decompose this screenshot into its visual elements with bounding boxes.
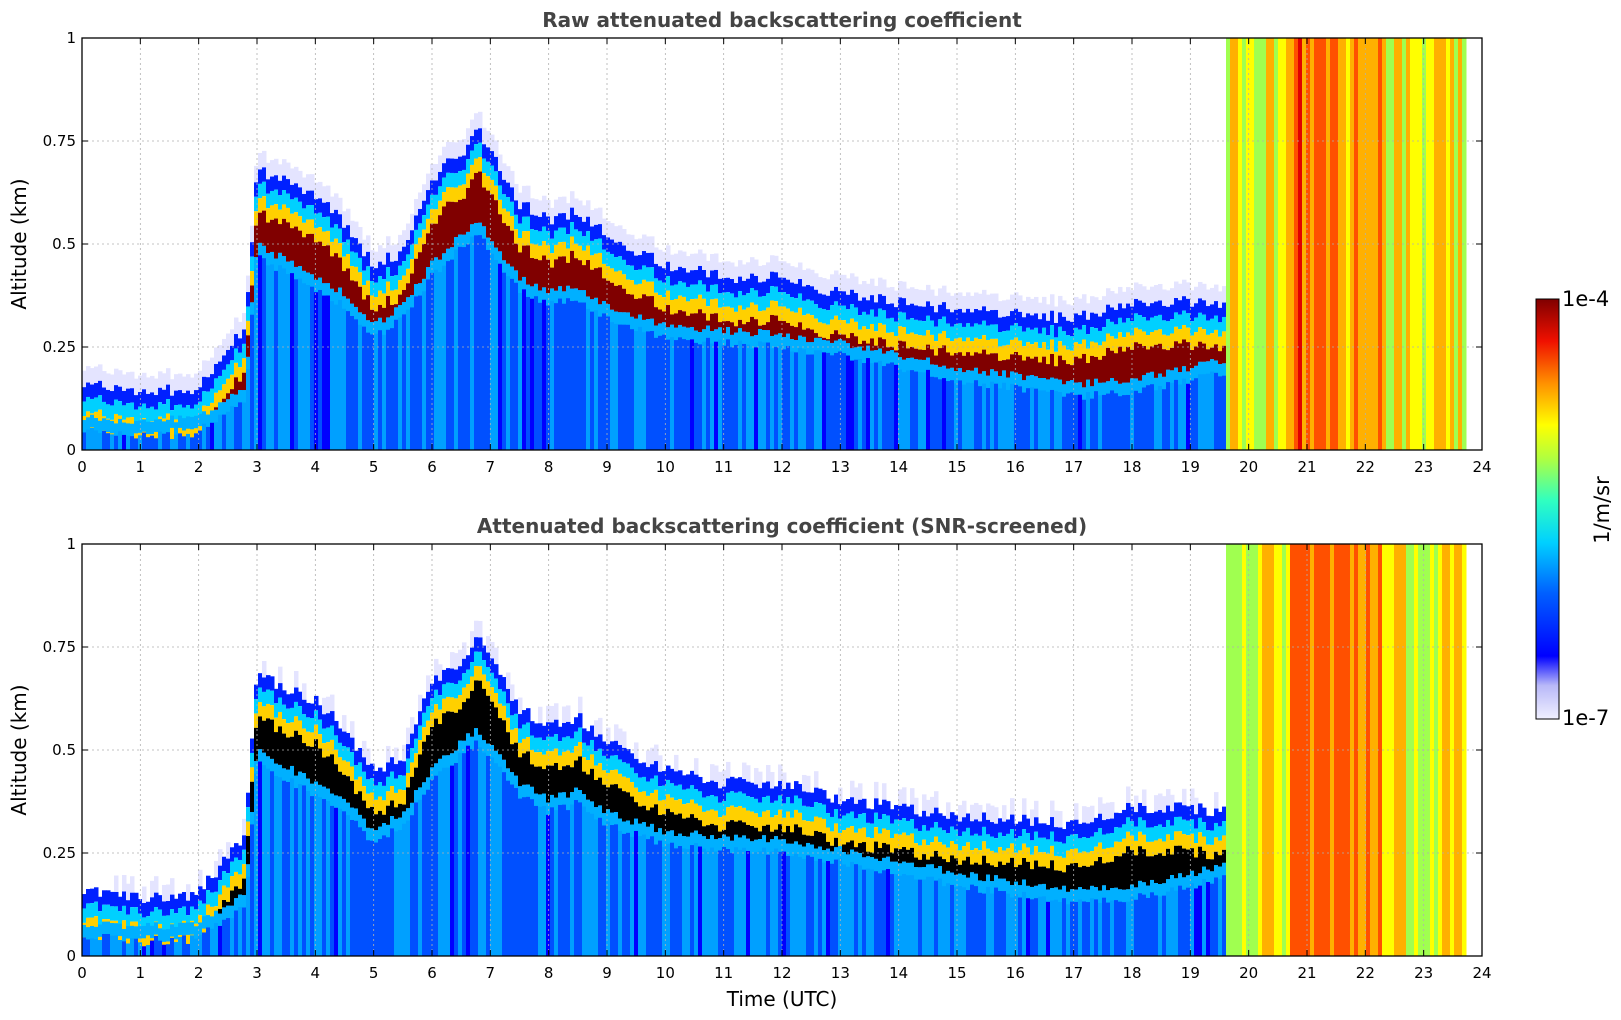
x-tick-label: 4 [311, 458, 321, 476]
x-tick-label: 3 [252, 964, 262, 982]
y-tick-label: 1 [66, 535, 76, 553]
x-tick-label: 22 [1356, 964, 1375, 982]
grid-lines [82, 544, 1482, 956]
colorbar-unit-label: 1/m/sr [1590, 476, 1614, 544]
x-tick-label: 17 [1064, 964, 1083, 982]
x-tick-label: 18 [1122, 964, 1141, 982]
x-tick-label: 4 [311, 964, 321, 982]
x-tick-label: 6 [427, 964, 437, 982]
y-tick-label: 0.5 [52, 741, 76, 759]
y-tick-label: 1 [66, 29, 76, 47]
x-tick-label: 12 [772, 458, 791, 476]
x-ticks: 0 1 2 3 4 5 6 7 8 9 10 11 12 13 14 15 16 17 18 19 20 21 22 23 24 [77, 544, 1492, 982]
y-ticks: 0 0.25 0.5 0.75 1 [43, 29, 1482, 459]
x-tick-label: 18 [1122, 458, 1141, 476]
x-tick-label: 10 [656, 964, 675, 982]
x-tick-label: 12 [772, 964, 791, 982]
y-axis-label: Altitude (km) [7, 178, 31, 309]
raw-backscatter-panel: Raw attenuated backscattering coefficien… [7, 8, 1492, 476]
x-tick-label: 24 [1472, 964, 1491, 982]
x-tick-label: 14 [889, 458, 908, 476]
x-tick-label: 0 [77, 458, 87, 476]
x-tick-label: 20 [1239, 458, 1258, 476]
colorbar: 1e-4 1e-7 1/m/sr [1535, 287, 1614, 730]
colorbar-max-label: 1e-4 [1562, 287, 1609, 311]
x-tick-label: 3 [252, 458, 262, 476]
x-tick-label: 17 [1064, 458, 1083, 476]
x-tick-label: 13 [831, 964, 850, 982]
y-ticks: 0 0.25 0.5 0.75 1 [43, 535, 1482, 965]
x-tick-label: 2 [194, 458, 204, 476]
grid-lines [82, 38, 1482, 450]
x-tick-label: 8 [544, 458, 554, 476]
x-tick-label: 21 [1297, 964, 1316, 982]
colorbar-gradient [1535, 298, 1560, 720]
y-tick-label: 0.5 [52, 235, 76, 253]
x-tick-label: 7 [486, 458, 496, 476]
x-tick-label: 9 [602, 964, 612, 982]
x-tick-label: 1 [136, 458, 146, 476]
x-tick-label: 14 [889, 964, 908, 982]
x-tick-label: 10 [656, 458, 675, 476]
x-tick-label: 19 [1181, 458, 1200, 476]
y-tick-label: 0.75 [43, 132, 76, 150]
x-tick-label: 7 [486, 964, 496, 982]
x-tick-label: 19 [1181, 964, 1200, 982]
x-tick-label: 1 [136, 964, 146, 982]
y-axis-label: Altitude (km) [7, 684, 31, 815]
x-tick-label: 5 [369, 964, 379, 982]
x-tick-label: 15 [947, 964, 966, 982]
x-axis-label: Time (UTC) [726, 987, 838, 1011]
x-tick-label: 6 [427, 458, 437, 476]
x-tick-label: 23 [1414, 964, 1433, 982]
x-tick-label: 9 [602, 458, 612, 476]
x-tick-label: 0 [77, 964, 87, 982]
x-tick-label: 15 [947, 458, 966, 476]
y-tick-label: 0.25 [43, 844, 76, 862]
x-tick-label: 13 [831, 458, 850, 476]
colorbar-min-label: 1e-7 [1562, 706, 1609, 730]
x-tick-label: 11 [714, 964, 733, 982]
x-ticks: 0 1 2 3 4 5 6 7 8 9 10 11 12 13 14 15 16 17 18 19 20 21 22 23 24 [77, 38, 1492, 476]
x-tick-label: 22 [1356, 458, 1375, 476]
x-tick-label: 11 [714, 458, 733, 476]
x-tick-label: 16 [1006, 964, 1025, 982]
x-tick-label: 5 [369, 458, 379, 476]
screened-backscatter-panel: Attenuated backscattering coefficient (S… [7, 514, 1492, 1011]
y-tick-label: 0 [66, 441, 76, 459]
x-tick-label: 2 [194, 964, 204, 982]
x-tick-label: 8 [544, 964, 554, 982]
y-tick-label: 0 [66, 947, 76, 965]
y-tick-label: 0.25 [43, 338, 76, 356]
x-tick-label: 21 [1297, 458, 1316, 476]
x-tick-label: 23 [1414, 458, 1433, 476]
panel-title: Attenuated backscattering coefficient (S… [477, 514, 1087, 538]
x-tick-label: 16 [1006, 458, 1025, 476]
x-tick-label: 24 [1472, 458, 1491, 476]
panel-title: Raw attenuated backscattering coefficien… [542, 8, 1022, 32]
y-tick-label: 0.75 [43, 638, 76, 656]
x-tick-label: 20 [1239, 964, 1258, 982]
